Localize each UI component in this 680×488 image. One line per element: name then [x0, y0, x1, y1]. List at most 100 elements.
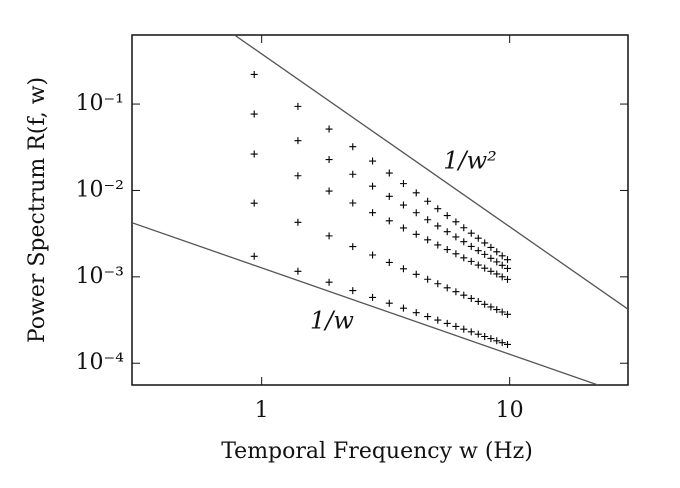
point [467, 242, 475, 250]
point [294, 137, 302, 145]
point [443, 212, 451, 220]
point [474, 247, 482, 255]
point [487, 303, 495, 311]
point [487, 267, 495, 275]
point [487, 243, 495, 251]
point [487, 254, 495, 262]
point [369, 251, 377, 259]
point [460, 224, 468, 232]
point [434, 316, 442, 324]
point [349, 287, 357, 295]
point [424, 236, 432, 244]
point [503, 256, 511, 264]
point [325, 187, 333, 195]
y-tick-label: 10⁻⁴ [76, 350, 125, 375]
reference-line [234, 35, 628, 310]
point [487, 335, 495, 343]
point [493, 248, 501, 256]
point [349, 143, 357, 151]
point [460, 238, 468, 246]
point [294, 218, 302, 226]
x-axis-title: Temporal Frequency w (Hz) [221, 439, 533, 464]
y-tick-label: 10⁻³ [76, 264, 124, 289]
point [385, 258, 393, 266]
point [385, 169, 393, 177]
point [452, 322, 460, 330]
point [399, 224, 407, 232]
point [498, 273, 506, 281]
point [503, 264, 511, 272]
point [250, 150, 258, 158]
point [434, 280, 442, 288]
point [493, 270, 501, 278]
point [452, 250, 460, 258]
point [452, 218, 460, 226]
point [325, 125, 333, 133]
point [369, 293, 377, 301]
point [467, 257, 475, 265]
point [467, 294, 475, 302]
point [412, 209, 420, 217]
point [369, 182, 377, 190]
point [294, 172, 302, 180]
point [503, 275, 511, 283]
point [474, 234, 482, 242]
point [498, 339, 506, 347]
plot-frame [131, 34, 629, 386]
point [385, 192, 393, 200]
point [399, 265, 407, 273]
point [434, 222, 442, 230]
point [250, 70, 258, 78]
y-tick-label: 10⁻² [76, 177, 124, 202]
point [434, 241, 442, 249]
point [503, 340, 511, 348]
point [399, 304, 407, 312]
point [294, 102, 302, 110]
point [443, 284, 451, 292]
point [503, 310, 511, 318]
point [424, 275, 432, 283]
point [443, 228, 451, 236]
point [498, 308, 506, 316]
point [325, 278, 333, 286]
point [443, 246, 451, 254]
point [498, 261, 506, 269]
point [385, 217, 393, 225]
point [349, 199, 357, 207]
point [434, 205, 442, 213]
point [481, 300, 489, 308]
point [467, 229, 475, 237]
point [325, 232, 333, 240]
point [481, 332, 489, 340]
point [399, 180, 407, 188]
point [452, 288, 460, 296]
point [493, 258, 501, 266]
point [493, 306, 501, 314]
point [460, 291, 468, 299]
point [250, 252, 258, 260]
point [424, 313, 432, 321]
reference-line [132, 222, 599, 385]
point [474, 297, 482, 305]
point [474, 330, 482, 338]
point [424, 216, 432, 224]
x-tick-label: 1 [255, 398, 269, 423]
line-label: 1/w [310, 307, 354, 335]
point [412, 309, 420, 317]
line-label: 1/w² [443, 147, 497, 175]
point [412, 270, 420, 278]
point [399, 201, 407, 209]
point [349, 243, 357, 251]
point [467, 328, 475, 336]
point [325, 156, 333, 164]
point [493, 337, 501, 345]
point [385, 299, 393, 307]
point [443, 319, 451, 327]
point [424, 197, 432, 205]
y-axis-title: Power Spectrum R(f, w) [25, 77, 50, 343]
y-tick-label: 10⁻¹ [76, 91, 124, 116]
point [412, 230, 420, 238]
point [498, 252, 506, 260]
